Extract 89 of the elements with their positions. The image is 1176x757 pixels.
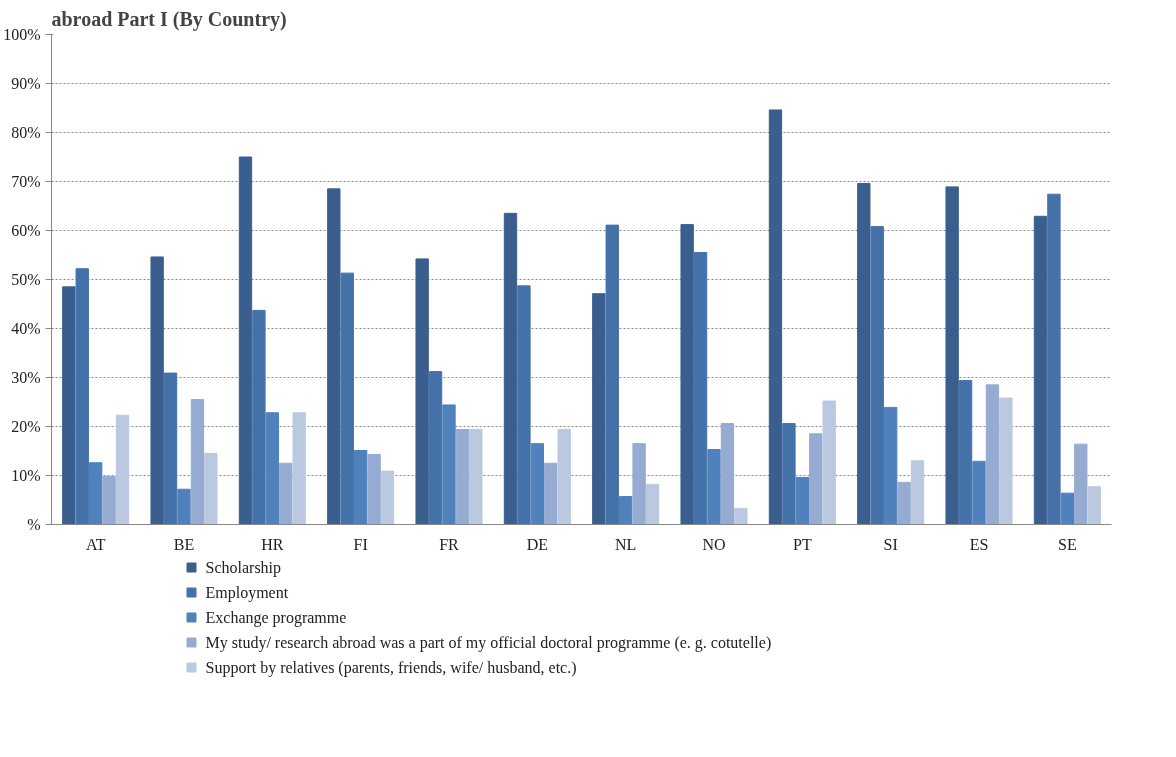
bar: [809, 433, 823, 525]
bar: [1060, 492, 1075, 525]
bar: [693, 252, 708, 525]
bar: [945, 186, 959, 525]
bar: [190, 399, 205, 525]
bar: [707, 449, 721, 525]
x-tick-label: NO: [702, 535, 726, 553]
x-tick-label: ES: [969, 535, 989, 553]
bar: [530, 443, 545, 525]
bar: [415, 258, 429, 525]
x-tick-label: FI: [353, 535, 368, 553]
legend-label: Scholarship: [205, 559, 282, 577]
bar: [605, 224, 619, 525]
bar: [822, 400, 836, 525]
bar: [102, 475, 116, 525]
bar: [768, 109, 783, 525]
bar: [88, 462, 103, 525]
bar: [782, 423, 796, 525]
bar: [469, 428, 483, 525]
bar: [75, 268, 89, 525]
bar: [163, 372, 178, 525]
y-tick-label: 40%: [11, 320, 41, 337]
bar: [380, 470, 395, 525]
y-tick-label: 100%: [3, 26, 41, 43]
bar: [645, 483, 660, 525]
bar: [734, 507, 748, 525]
bar: [1074, 443, 1088, 525]
bar: [618, 496, 633, 525]
legend-label: Exchange programme: [205, 609, 347, 627]
bar: [279, 462, 293, 525]
bar: [557, 428, 571, 525]
bar: [985, 384, 1000, 525]
bar: [150, 256, 164, 525]
bar: [353, 450, 368, 525]
bar: [795, 476, 810, 525]
bar: [592, 293, 606, 525]
bar: [1047, 193, 1061, 525]
bar: [340, 272, 354, 525]
chart-title: abroad Part I (By Country): [51, 7, 287, 31]
bar: [292, 412, 306, 525]
x-tick-label: DE: [526, 535, 548, 553]
bar: [680, 224, 694, 525]
bar: [442, 404, 456, 525]
bar: [517, 285, 531, 525]
y-tick-label: 10%: [11, 467, 41, 484]
bar: [720, 423, 735, 525]
bar: [115, 414, 130, 525]
bar: [367, 453, 381, 525]
y-tick-label: 90%: [11, 75, 41, 92]
bar: [265, 412, 280, 525]
bar: [910, 460, 925, 525]
y-tick-label: 80%: [11, 124, 41, 141]
bar: [870, 226, 884, 525]
x-tick-label: SI: [883, 535, 898, 553]
legend-label: Support by relatives (parents, friends, wife/ husband, etc.): [205, 659, 577, 677]
bar: [503, 212, 518, 525]
bar: [62, 286, 76, 525]
y-tick-label: 30%: [11, 369, 41, 386]
x-tick-label: BE: [173, 535, 195, 553]
y-tick-label: 20%: [11, 418, 41, 435]
legend-label: Employment: [205, 584, 289, 602]
bar: [632, 443, 646, 525]
y-tick-label: 70%: [11, 173, 41, 190]
x-tick-label: FR: [439, 535, 460, 553]
x-tick-label: PT: [793, 535, 812, 553]
bar: [1087, 486, 1101, 525]
x-tick-label: NL: [615, 535, 637, 553]
bar: [204, 452, 218, 525]
x-tick-label: SE: [1058, 535, 1077, 553]
y-tick-label: 60%: [11, 222, 41, 239]
bar: [897, 481, 911, 525]
x-tick-label: HR: [261, 535, 284, 553]
bar: [455, 428, 470, 525]
bar: [238, 156, 253, 525]
y-tick-label: 50%: [11, 271, 41, 288]
bar: [958, 379, 973, 525]
bar: [544, 462, 558, 525]
bar: [177, 488, 191, 525]
bar: [972, 460, 986, 525]
bar: [327, 188, 341, 525]
bar: [1033, 215, 1048, 525]
bar: [857, 182, 871, 525]
bar: [252, 309, 266, 525]
x-tick-label: AT: [85, 535, 106, 553]
bar: [428, 371, 443, 525]
bar: [883, 406, 898, 525]
bar: [999, 397, 1013, 525]
y-tick-label: %: [27, 516, 41, 533]
legend-label: My study/ research abroad was a part of my official doctoral programme (e. g. cotutelle): [205, 634, 772, 652]
